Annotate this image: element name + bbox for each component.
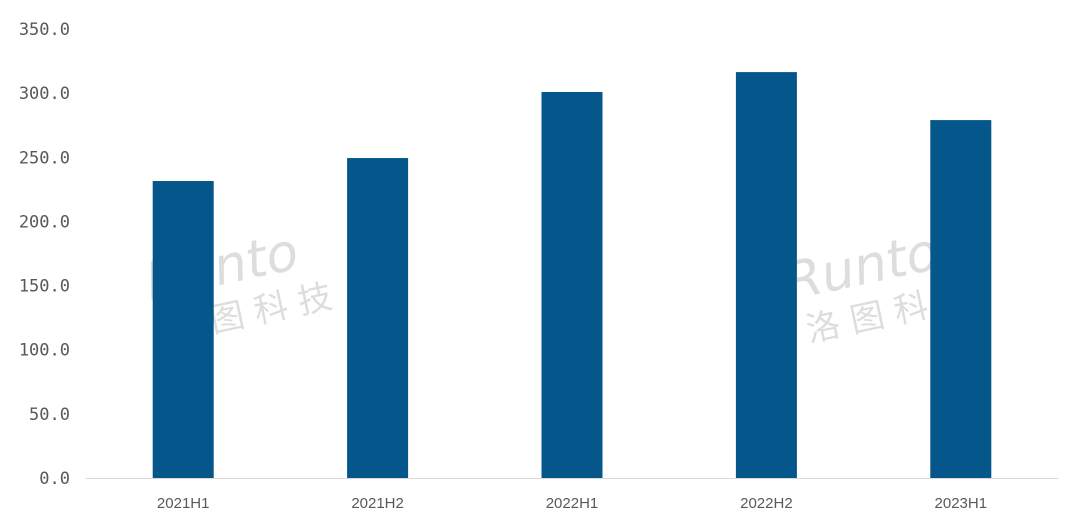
x-tick-label: 2022H1 [546, 495, 599, 512]
bar-2022H1 [541, 91, 603, 479]
x-tick-label: 2021H1 [157, 495, 210, 512]
bar-2021H2 [347, 158, 409, 479]
x-tick-label: 2023H1 [935, 495, 988, 512]
y-tick-label: 150.0 [19, 277, 70, 297]
bar-2022H2 [735, 72, 797, 478]
y-tick-label: 100.0 [19, 341, 70, 361]
y-tick-label: 250.0 [19, 148, 70, 168]
x-tick-label: 2022H2 [740, 495, 793, 512]
bar-2021H1 [152, 181, 214, 479]
y-tick-label: 300.0 [19, 84, 70, 104]
x-tick-label: 2021H2 [351, 495, 404, 512]
bar-2023H1 [930, 120, 992, 478]
y-tick-label: 50.0 [29, 405, 70, 425]
y-tick-label: 350.0 [19, 20, 70, 40]
y-tick-label: 200.0 [19, 212, 70, 232]
y-tick-label: 0.0 [39, 469, 70, 489]
